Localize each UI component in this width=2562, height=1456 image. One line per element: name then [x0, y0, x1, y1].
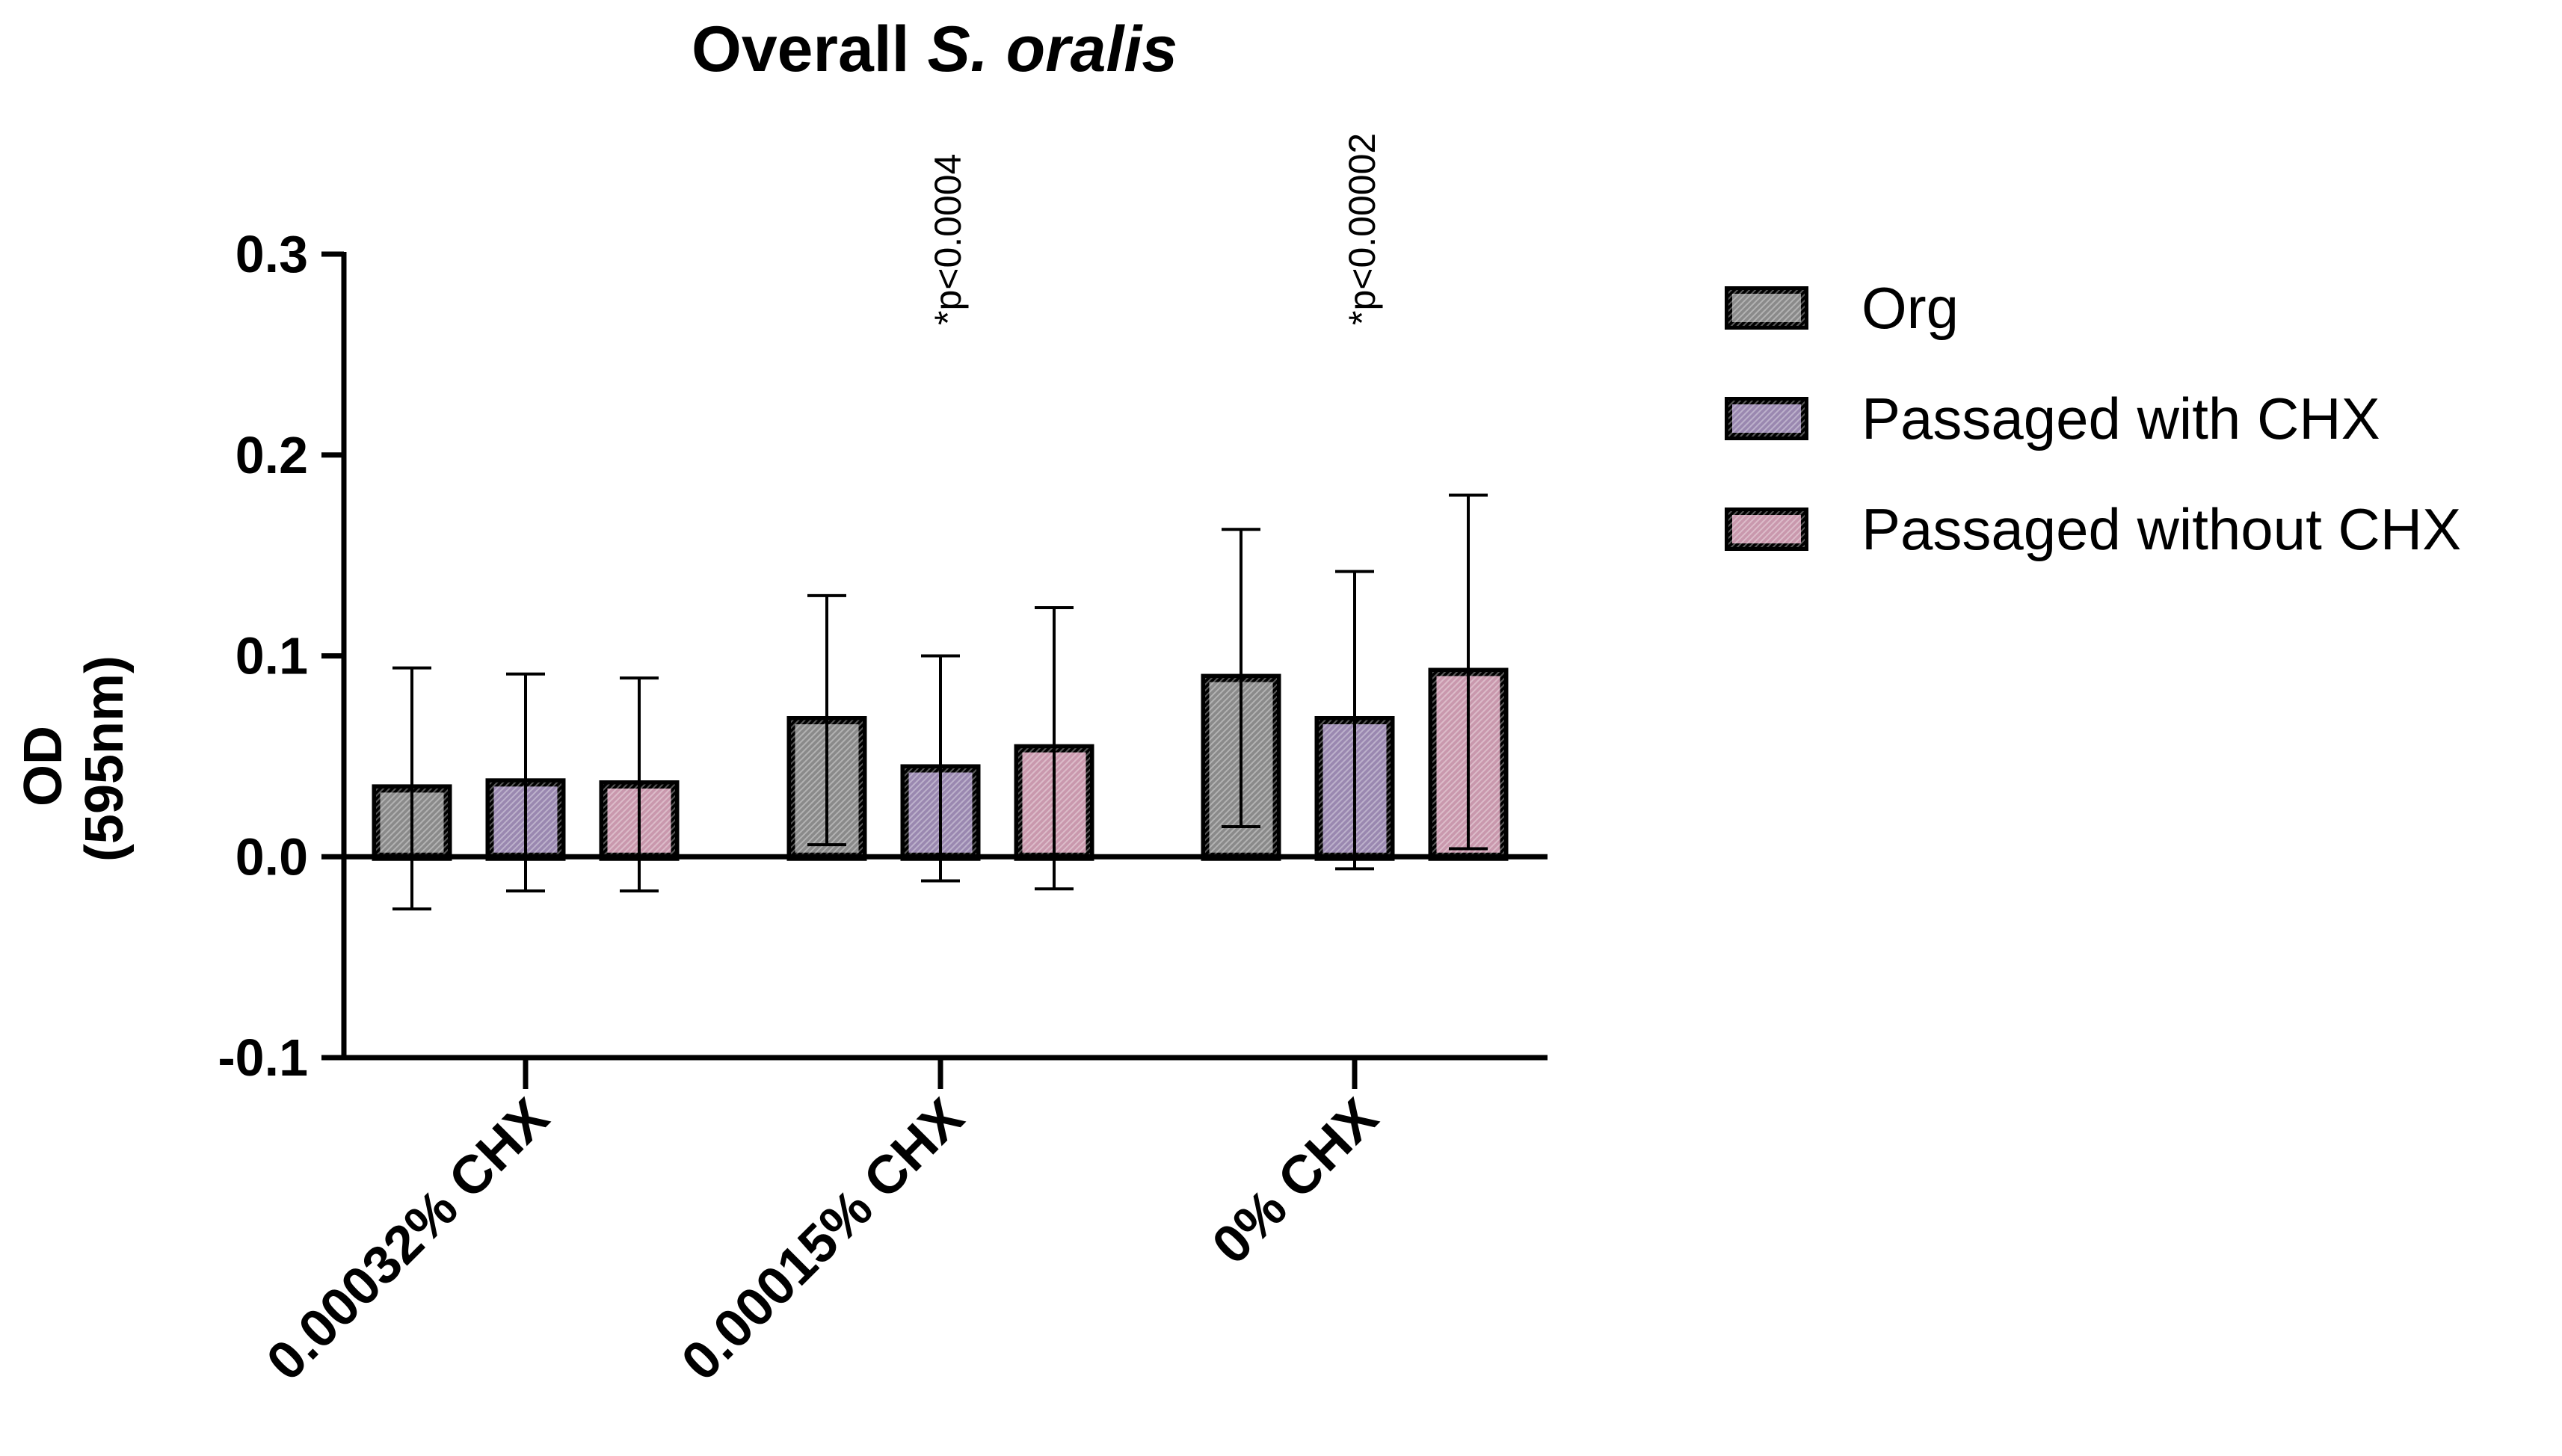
x-category-label: 0.00032% CHX — [256, 1088, 561, 1392]
legend-swatch-hatch — [1728, 290, 1805, 326]
y-tick-label: 0.2 — [235, 426, 308, 484]
legend-label: Passaged with CHX — [1862, 386, 2380, 451]
y-tick-label: 0.1 — [235, 627, 308, 685]
chart-title-prefix: Overall — [692, 13, 928, 85]
legend-label: Passaged without CHX — [1862, 496, 2461, 562]
x-category-label: 0.00015% CHX — [671, 1088, 976, 1392]
significance-annotation: *p<0.00002 — [1341, 133, 1383, 325]
error-bars — [392, 493, 1488, 911]
y-axis-label-line2: (595nm) — [75, 655, 135, 862]
y-axis-ticks: -0.1 0.0 0.1 0.2 0.3 — [218, 225, 344, 1087]
x-axis-categories: 0.00032% CHX 0.00015% CHX 0% CHX — [256, 1058, 1390, 1392]
legend-swatch-hatch — [1728, 511, 1805, 547]
chart-title-italic: S. oralis — [927, 13, 1177, 85]
y-axis-label: OD (595nm) — [13, 655, 135, 862]
y-tick-label: -0.1 — [218, 1028, 308, 1087]
annotations: *p<0.0004 *p<0.00002 — [927, 133, 1383, 325]
y-tick-label: 0.0 — [235, 827, 308, 886]
y-tick-label: 0.3 — [235, 225, 308, 283]
significance-annotation: *p<0.0004 — [927, 154, 969, 325]
x-category-label: 0% CHX — [1201, 1088, 1390, 1276]
y-axis-label-line1: OD — [13, 726, 73, 806]
chart-title: Overall S. oralis — [692, 13, 1177, 85]
legend: Org Passaged with CHX Passaged without CHX — [1725, 275, 2461, 562]
legend-swatch-hatch — [1728, 401, 1805, 437]
legend-label: Org — [1862, 275, 1959, 341]
